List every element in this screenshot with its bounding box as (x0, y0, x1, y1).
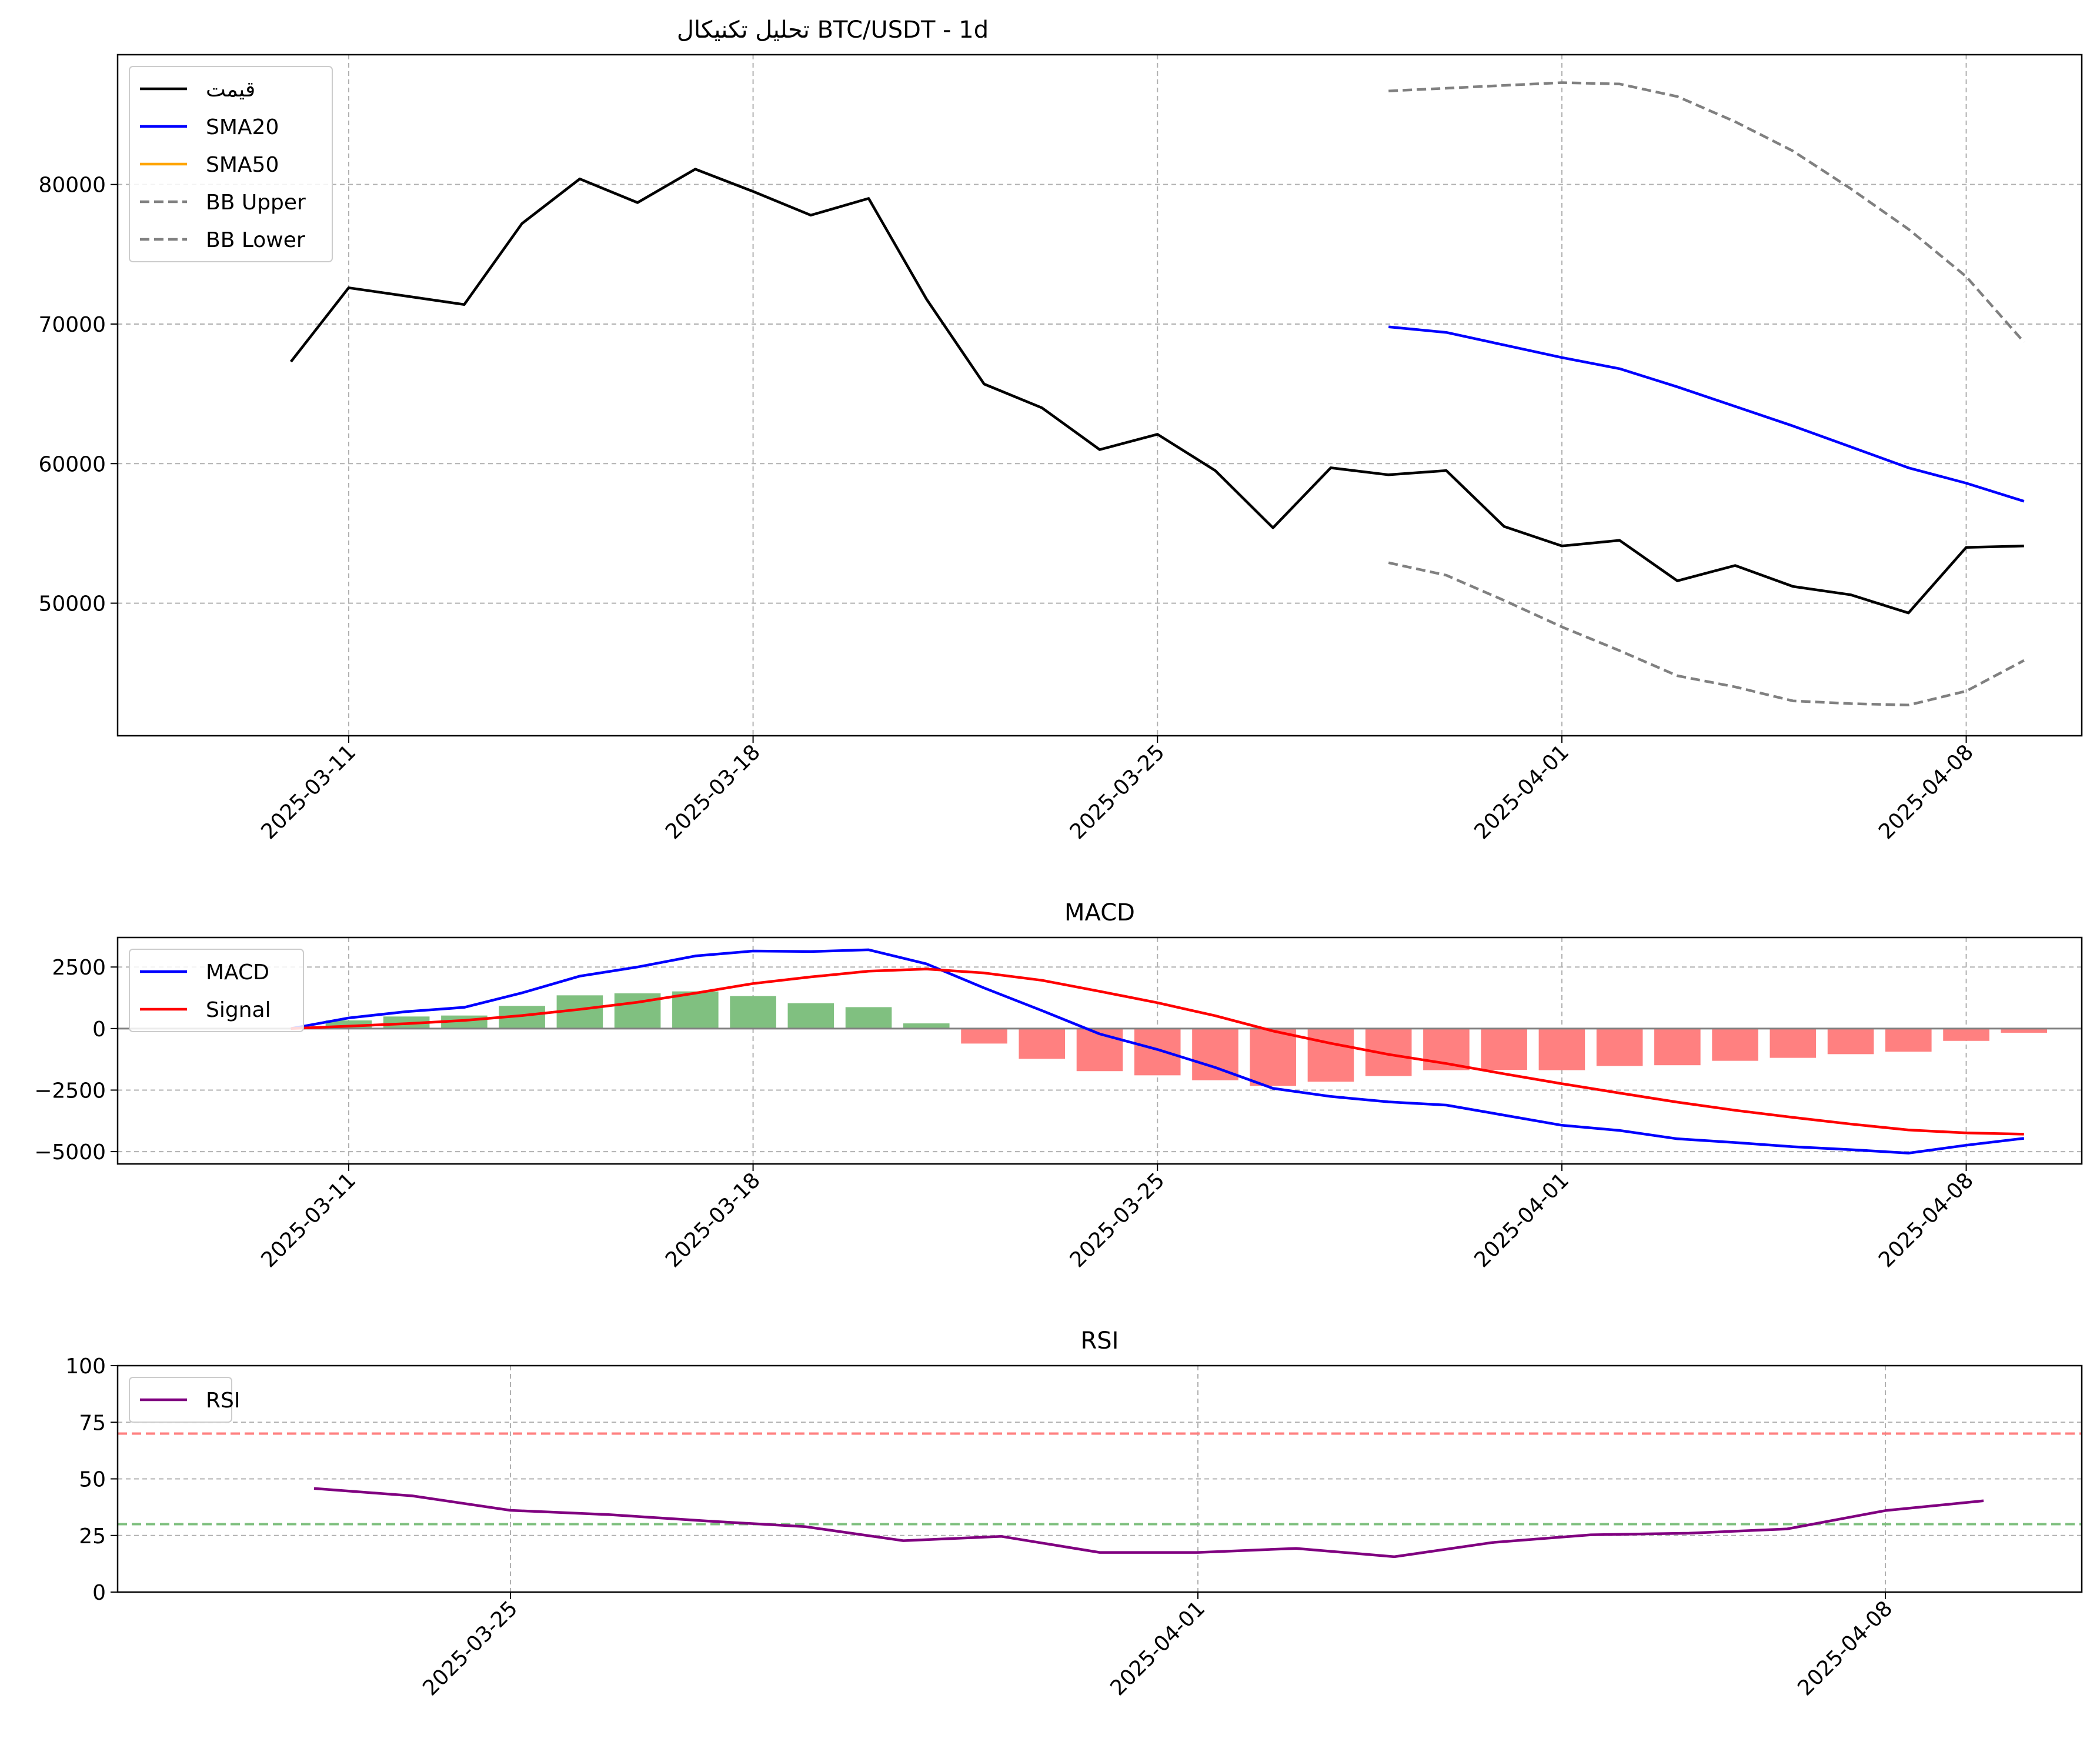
histogram-bar (2001, 1028, 2048, 1033)
signal-line (291, 967, 2024, 1136)
rsi-chart-title: RSI (1081, 1327, 1119, 1354)
legend-label: Signal (206, 998, 271, 1022)
y-tick-label: 50000 (38, 592, 106, 616)
histogram-bar (730, 996, 776, 1029)
legend-box (129, 66, 333, 262)
price-legend: قیمت SMA20 SMA50 BB Upper BB Lower (129, 66, 333, 262)
macd-legend: MACD Signal (129, 949, 304, 1032)
histogram-bar (1538, 1028, 1585, 1070)
legend-label: BB Upper (206, 191, 306, 215)
histogram-bar (1307, 1028, 1354, 1082)
legend-label: SMA50 (206, 153, 279, 177)
histogram-bar (1654, 1028, 1701, 1066)
histogram-bar (1885, 1028, 1932, 1052)
price-chart-title: تحلیل تکنیکال BTC/USDT - 1d (677, 16, 989, 44)
bb-upper-line (1388, 81, 2025, 343)
y-tick-label: 25 (79, 1524, 106, 1549)
legend-label: RSI (206, 1389, 240, 1413)
histogram-bar (672, 991, 719, 1029)
y-tick-label: −2500 (34, 1079, 106, 1103)
price-lines (289, 81, 2025, 707)
y-tick-label: 0 (92, 1581, 106, 1605)
legend-label: BB Lower (206, 228, 305, 252)
histogram-bar (1596, 1028, 1643, 1066)
rsi-lines (313, 1487, 1984, 1559)
macd-axes-frame (116, 936, 2083, 1165)
rsi-line (313, 1487, 1984, 1559)
histogram-bar (903, 1023, 950, 1029)
sma20-line (1388, 325, 2025, 503)
y-tick-label: 100 (65, 1354, 106, 1379)
histogram-bar (1827, 1028, 1874, 1055)
histogram-bar (1770, 1028, 1817, 1058)
rsi-hlines (118, 1432, 2082, 1526)
histogram-bar (1076, 1028, 1123, 1072)
histogram-bar (787, 1003, 834, 1029)
y-tick-label: 50 (79, 1468, 106, 1492)
histogram-bar (1019, 1028, 1066, 1059)
price-grid (118, 55, 2082, 736)
macd-lines (291, 948, 2025, 1155)
histogram-bar (845, 1007, 892, 1029)
histogram-bar (1943, 1028, 1989, 1041)
y-tick-label: 2500 (52, 956, 106, 980)
macd-line (291, 948, 2025, 1155)
histogram-bar (1134, 1028, 1181, 1076)
histogram-bar (961, 1028, 1007, 1044)
y-tick-label: 70000 (38, 313, 106, 337)
y-tick-label: −5000 (34, 1140, 106, 1165)
macd-histogram (118, 991, 2082, 1086)
macd-chart-title: MACD (1064, 899, 1135, 926)
histogram-bar (1481, 1028, 1527, 1070)
legend-box (129, 949, 304, 1032)
y-tick-label: 80000 (38, 174, 106, 198)
histogram-bar (1712, 1028, 1758, 1061)
legend-label: قیمت (206, 78, 255, 102)
y-tick-label: 60000 (38, 452, 106, 476)
legend-label: MACD (206, 960, 269, 985)
rsi-legend: RSI (129, 1377, 240, 1423)
price-axes-frame (116, 54, 2083, 737)
y-tick-label: 0 (92, 1017, 106, 1042)
y-tick-label: 75 (79, 1411, 106, 1435)
histogram-bar (1250, 1028, 1296, 1086)
legend-label: SMA20 (206, 115, 279, 139)
series-line (289, 168, 2024, 615)
bb-lower-line (1388, 561, 2025, 707)
